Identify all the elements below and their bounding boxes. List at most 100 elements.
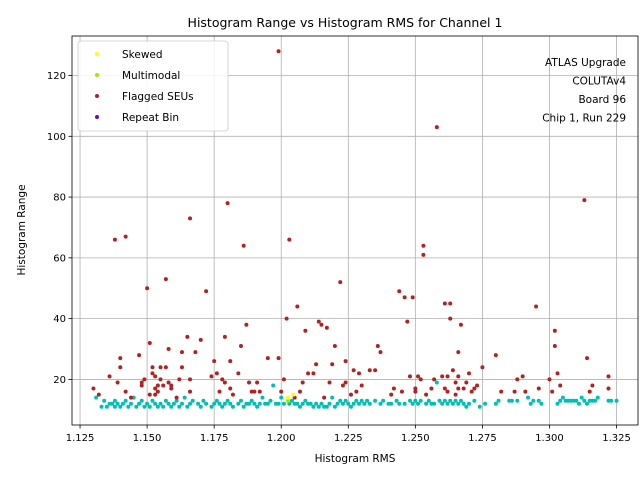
data-point — [238, 343, 243, 348]
y-axis-ticks: 20 40 60 80 100 120 — [47, 71, 72, 386]
data-point — [287, 401, 292, 406]
data-point — [421, 252, 426, 257]
data-point — [193, 350, 198, 355]
data-point — [166, 380, 171, 385]
data-point — [102, 398, 107, 403]
data-point — [204, 401, 209, 406]
data-point — [590, 383, 595, 388]
data-point — [359, 398, 364, 403]
data-point — [241, 404, 246, 409]
data-point — [255, 380, 260, 385]
data-point — [467, 401, 472, 406]
data-point — [225, 201, 230, 206]
data-point — [311, 371, 316, 376]
data-point — [134, 404, 139, 409]
data-point — [214, 371, 219, 376]
data-point — [416, 374, 421, 379]
data-point — [188, 389, 193, 394]
data-point — [139, 380, 144, 385]
data-point — [150, 371, 155, 376]
data-point — [228, 386, 233, 391]
data-point — [324, 325, 329, 330]
data-point — [397, 289, 402, 294]
data-point — [222, 334, 227, 339]
data-point — [555, 371, 560, 376]
data-point — [343, 380, 348, 385]
data-point — [316, 319, 321, 324]
data-point — [453, 398, 458, 403]
data-point — [169, 404, 174, 409]
x-tick-label: 1.250 — [401, 433, 430, 444]
data-point — [442, 398, 447, 403]
data-point — [585, 401, 590, 406]
data-point — [291, 392, 296, 397]
data-point — [585, 356, 590, 361]
data-point — [509, 398, 514, 403]
data-point — [351, 401, 356, 406]
data-point — [166, 347, 171, 352]
data-point — [295, 401, 300, 406]
data-point — [558, 398, 563, 403]
data-point — [330, 395, 335, 400]
data-point — [582, 198, 587, 203]
data-point — [107, 374, 112, 379]
data-point — [179, 401, 184, 406]
data-point — [265, 356, 270, 361]
data-point — [448, 316, 453, 321]
data-point — [179, 350, 184, 355]
data-point — [413, 389, 418, 394]
y-tick-label: 60 — [53, 253, 66, 264]
data-point — [534, 304, 539, 309]
data-point — [182, 395, 187, 400]
data-point — [166, 401, 171, 406]
data-point — [217, 401, 222, 406]
data-point — [252, 401, 257, 406]
data-point — [314, 401, 319, 406]
data-point — [303, 328, 308, 333]
data-point — [137, 401, 142, 406]
data-point — [391, 386, 396, 391]
legend-label: Skewed — [122, 49, 163, 61]
data-point — [536, 386, 541, 391]
data-point — [453, 392, 458, 397]
data-point — [354, 389, 359, 394]
data-point — [576, 401, 581, 406]
data-point — [204, 289, 209, 294]
x-tick-label: 1.300 — [535, 433, 564, 444]
data-point — [442, 301, 447, 306]
data-point — [458, 398, 463, 403]
data-point — [496, 398, 501, 403]
data-point — [593, 398, 598, 403]
data-point — [606, 386, 611, 391]
data-point — [367, 401, 372, 406]
data-point — [595, 395, 600, 400]
data-point — [378, 401, 383, 406]
y-tick-label: 120 — [47, 71, 66, 82]
x-axis-label: Histogram RMS — [315, 453, 396, 465]
data-point — [416, 401, 421, 406]
legend-label: Repeat Bin — [122, 112, 179, 124]
data-point — [265, 401, 270, 406]
data-point — [153, 386, 158, 391]
data-point — [300, 401, 305, 406]
y-tick-label: 100 — [47, 132, 66, 143]
data-point — [475, 383, 480, 388]
data-point — [606, 374, 611, 379]
data-point — [424, 401, 429, 406]
data-point — [407, 398, 412, 403]
data-point — [424, 392, 429, 397]
data-point — [158, 401, 163, 406]
data-point — [418, 377, 423, 382]
data-point — [118, 365, 123, 370]
data-point — [91, 386, 96, 391]
data-point — [536, 398, 541, 403]
data-point — [574, 398, 579, 403]
legend-marker — [95, 73, 99, 77]
data-point — [483, 401, 488, 406]
data-point — [340, 383, 345, 388]
data-point — [394, 398, 399, 403]
data-point — [222, 380, 227, 385]
data-point — [609, 398, 614, 403]
data-point — [147, 340, 152, 345]
